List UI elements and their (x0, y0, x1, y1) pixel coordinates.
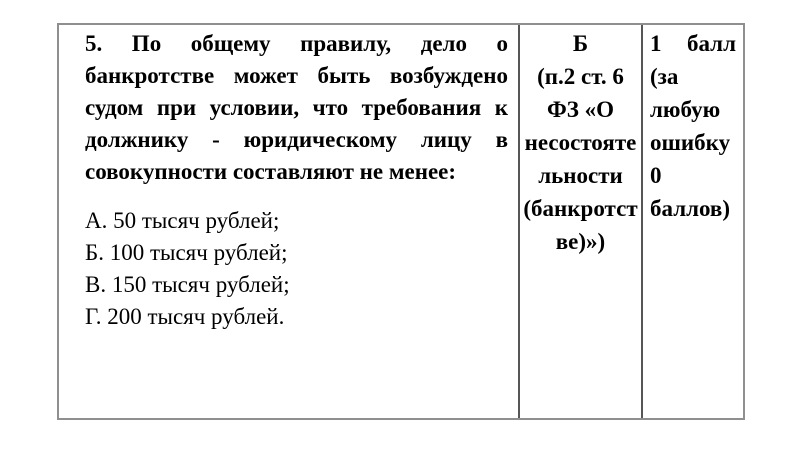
answer-line: Б (572, 31, 589, 56)
answer-options-list: А. 50 тысяч рублей; Б. 100 тысяч рублей;… (85, 205, 508, 333)
option-b: Б. 100 тысяч рублей; (85, 240, 288, 265)
correct-answer-cell: Б (п.2 ст. 6 ФЗ «О несостояте льности (б… (520, 25, 643, 418)
quiz-table: 5. По общему правилу, дело о банкротстве… (57, 23, 745, 420)
question-line: 5. По общему правилу, дело о (85, 31, 508, 56)
score-line: 0 (650, 163, 662, 188)
question-cell: 5. По общему правилу, дело о банкротстве… (59, 25, 520, 418)
question-line: судом при условии, что требования к (85, 95, 508, 120)
option-a: А. 50 тысяч рублей; (85, 208, 280, 233)
score-cell: 1 балл (за любую ошибку 0 баллов) (643, 25, 743, 418)
question-line: банкротстве может быть возбуждено (85, 63, 508, 88)
score-line: (за (650, 64, 679, 89)
answer-line: (банкротст (523, 196, 638, 221)
answer-line: ве)») (555, 229, 606, 254)
answer-line: несостояте (524, 130, 637, 155)
score-line: баллов) (650, 196, 731, 221)
answer-line: ФЗ «О (546, 97, 615, 122)
score-line: ошибку (650, 130, 731, 155)
option-v: В. 150 тысяч рублей; (85, 272, 290, 297)
question-line: совокупности составляют не менее: (85, 159, 457, 184)
score-line: любую (650, 97, 721, 122)
answer-line: льности (538, 163, 623, 188)
score-line: 1 балл (650, 31, 736, 56)
answer-line: (п.2 ст. 6 (537, 64, 624, 89)
option-g: Г. 200 тысяч рублей. (85, 304, 285, 329)
question-line: должнику - юридическому лицу в (85, 127, 508, 152)
